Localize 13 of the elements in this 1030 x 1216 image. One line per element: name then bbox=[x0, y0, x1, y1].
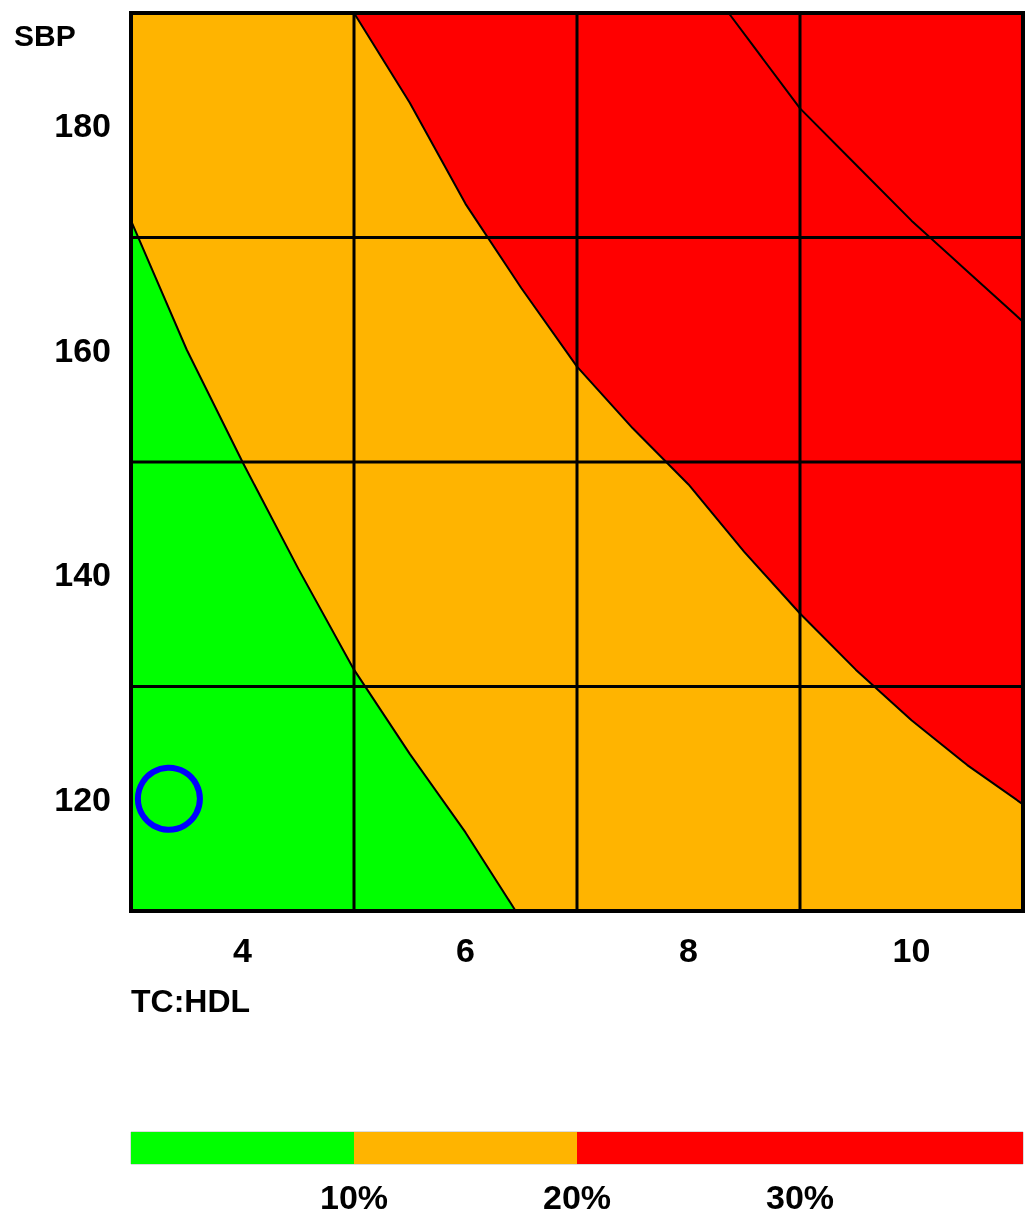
y-tick-label: 160 bbox=[54, 330, 111, 369]
y-tick-label: 180 bbox=[54, 106, 111, 145]
y-axis-title: SBP bbox=[14, 18, 76, 52]
x-tick-label: 10 bbox=[892, 931, 931, 969]
x-tick-label: 6 bbox=[456, 931, 475, 969]
x-tick-label: 4 bbox=[233, 931, 253, 969]
y-tick-label: 140 bbox=[54, 555, 111, 594]
x-tick-label: 8 bbox=[679, 931, 698, 969]
color-bar-label: 20% bbox=[542, 1178, 612, 1216]
x-axis-title: TC:HDL bbox=[131, 983, 251, 1019]
color-bar-label: 30% bbox=[765, 1178, 835, 1216]
color-bar-label: 10% bbox=[319, 1178, 389, 1216]
y-tick-label: 120 bbox=[54, 779, 111, 818]
